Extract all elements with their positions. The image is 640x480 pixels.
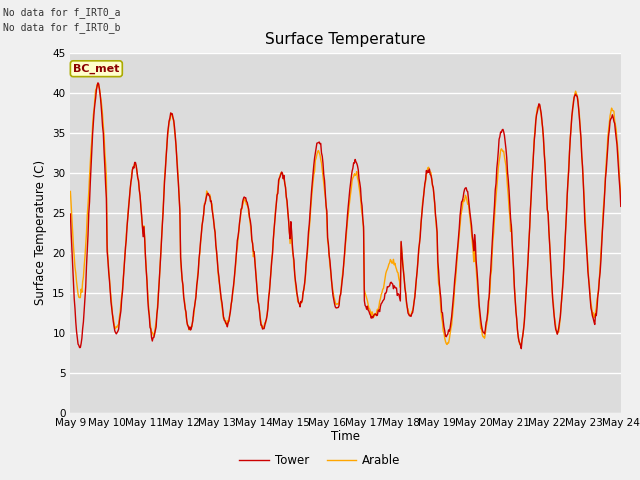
Arable — [94, 81, 102, 86]
Arable — [617, 194, 625, 200]
Tower — [77, 345, 84, 350]
Tower — [190, 309, 198, 314]
Tower — [413, 268, 421, 274]
Arable — [429, 185, 437, 191]
Tower — [617, 204, 625, 209]
Line: Arable: Arable — [70, 84, 621, 345]
Text: No data for f_IRT0_a: No data for f_IRT0_a — [3, 7, 121, 18]
Tower — [134, 175, 141, 180]
Arable — [77, 295, 84, 300]
Arable — [413, 268, 421, 274]
Tower — [518, 346, 525, 351]
Tower — [94, 80, 102, 86]
Legend: Tower, Arable: Tower, Arable — [235, 449, 405, 472]
X-axis label: Time: Time — [331, 431, 360, 444]
Arable — [67, 189, 74, 194]
Tower — [67, 211, 74, 217]
Arable — [516, 342, 524, 348]
Arable — [134, 176, 141, 181]
Arable — [219, 309, 227, 315]
Tower — [429, 185, 437, 191]
Title: Surface Temperature: Surface Temperature — [266, 33, 426, 48]
Line: Tower: Tower — [70, 83, 621, 348]
Arable — [190, 313, 198, 319]
Y-axis label: Surface Temperature (C): Surface Temperature (C) — [34, 160, 47, 305]
Text: BC_met: BC_met — [73, 64, 120, 74]
Tower — [219, 307, 227, 312]
Text: No data for f_IRT0_b: No data for f_IRT0_b — [3, 22, 121, 33]
